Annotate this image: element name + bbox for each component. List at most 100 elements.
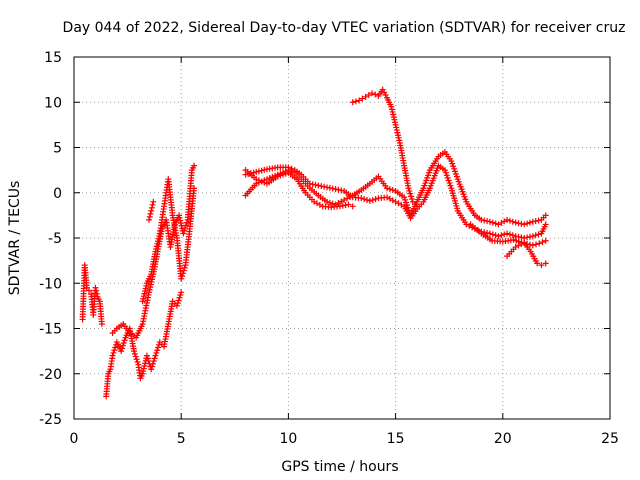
data-point [121,337,128,344]
data-point [498,232,505,239]
data-point [533,241,540,248]
data-point [336,203,343,210]
data-point [538,262,545,269]
data-point [335,186,342,193]
data-point [489,219,496,226]
data-point [181,227,188,234]
data-point [282,170,289,177]
data-point [179,270,186,277]
x-tick-label: 25 [601,431,619,447]
data-point [93,290,100,297]
series-arc-2 [103,289,185,400]
data-point [92,284,99,291]
data-point [504,216,511,223]
data-point [356,97,363,104]
data-point [150,358,157,365]
series-arc-6 [242,149,549,228]
y-tick-label: 15 [44,50,62,66]
data-point [389,187,396,194]
data-point [339,202,346,209]
axes: 0 5 10 15 20 25 15 10 5 0 -5 -10 -15 -20 -25 [39,50,619,447]
data-point [175,297,182,304]
data-point [131,350,138,357]
x-axis-label: GPS time / hours [281,459,398,475]
data-point [358,195,365,202]
data-point [342,202,349,209]
data-point [110,349,117,356]
data-point [119,345,126,352]
data-point [534,260,541,267]
data-point [119,342,126,349]
data-point [176,294,183,301]
x-tick-label: 10 [279,431,297,447]
y-axis-label: SDTVAR / TECUs [7,181,23,296]
data-point [486,218,493,225]
data-point [361,196,368,203]
data-point [518,220,525,227]
data-point [155,344,162,351]
data-point [153,349,160,356]
data-point [145,358,152,365]
y-tick-label: 5 [53,141,62,157]
x-tick-label: 5 [177,431,186,447]
data-point [132,353,139,360]
data-point [191,185,198,192]
series-arc-4 [139,176,198,305]
data-point [532,232,539,239]
data-point [481,229,488,236]
data-point [529,233,536,240]
data-point [152,352,159,359]
data-point [93,287,100,294]
data-point [532,218,539,225]
data-point [134,358,141,365]
data-point [149,360,156,367]
y-tick-label: -20 [39,367,62,383]
data-point [504,230,511,237]
data-point [481,217,488,224]
data-point [510,236,517,243]
data-point [492,232,499,239]
data-point [345,201,352,208]
data-point [495,233,502,240]
data-point [131,348,138,355]
data-point [492,220,499,227]
data-point [148,366,155,373]
data-point [178,275,185,282]
data-point [364,196,371,203]
data-point [150,198,157,205]
data-point [518,234,525,241]
data-point [349,99,356,106]
data-point [280,171,287,178]
data-point [372,91,379,98]
y-tick-label: -25 [39,412,62,428]
data-point [149,201,156,208]
data-point [372,196,379,203]
data-point [323,184,330,191]
series-arc-10 [467,221,549,249]
data-point [315,182,322,189]
data-point [174,300,181,307]
data-point [173,302,180,309]
data-point [352,98,359,105]
data-point [178,289,185,296]
data-point [338,187,345,194]
data-point [329,200,336,207]
data-point [509,218,516,225]
data-point [274,173,281,180]
data-point [535,231,542,238]
data-point [258,167,265,174]
data-point [146,213,153,220]
data-point [513,237,520,244]
data-point [524,234,531,241]
data-point [542,212,549,219]
data-point [318,183,325,190]
data-point [144,355,151,362]
data-point [261,166,268,173]
data-point [329,185,336,192]
data-point [535,217,542,224]
data-point [253,168,260,175]
data-point [148,207,155,214]
data-point [312,181,319,188]
series-arc-5 [146,198,157,223]
data-point [154,347,161,354]
